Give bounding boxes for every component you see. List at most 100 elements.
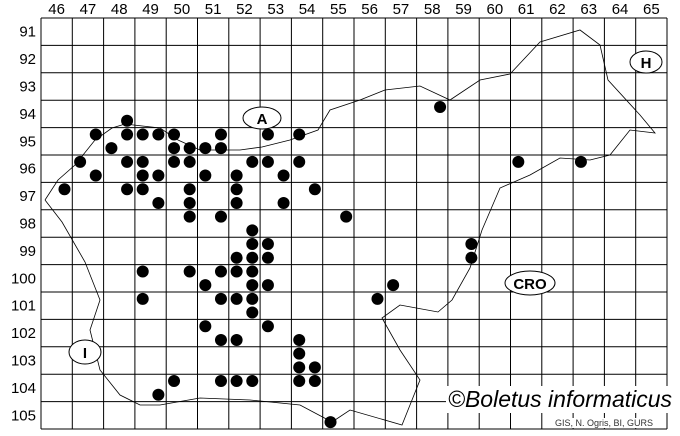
record-dot bbox=[512, 155, 525, 168]
copyright-credit: ©Boletus informaticus bbox=[446, 386, 675, 413]
row-label: 96 bbox=[19, 161, 36, 178]
row-label: 99 bbox=[19, 243, 36, 260]
record-dot bbox=[246, 251, 259, 264]
record-dot bbox=[230, 265, 243, 278]
record-dot bbox=[152, 388, 165, 401]
record-dot bbox=[199, 142, 212, 155]
column-label: 54 bbox=[299, 1, 316, 18]
row-label: 104 bbox=[11, 380, 36, 397]
record-dot bbox=[230, 375, 243, 388]
record-dot bbox=[293, 347, 306, 360]
column-label: 57 bbox=[393, 1, 410, 18]
record-dot bbox=[152, 169, 165, 182]
record-dot bbox=[261, 279, 274, 292]
record-dot bbox=[261, 251, 274, 264]
column-label: 64 bbox=[612, 1, 629, 18]
record-dot bbox=[261, 155, 274, 168]
record-dot bbox=[308, 183, 321, 196]
column-label: 58 bbox=[424, 1, 441, 18]
country-label-text: I bbox=[83, 345, 87, 362]
record-dot bbox=[277, 196, 290, 209]
row-label: 92 bbox=[19, 51, 36, 68]
record-dot bbox=[246, 306, 259, 319]
record-dot bbox=[465, 251, 478, 264]
record-dot bbox=[199, 169, 212, 182]
record-dot bbox=[246, 265, 259, 278]
column-label: 47 bbox=[80, 1, 97, 18]
record-dot bbox=[214, 265, 227, 278]
record-dot bbox=[230, 251, 243, 264]
record-dot bbox=[387, 279, 400, 292]
row-label: 98 bbox=[19, 216, 36, 233]
row-label: 95 bbox=[19, 133, 36, 150]
country-label-text: H bbox=[641, 55, 652, 72]
record-dot bbox=[136, 292, 149, 305]
country-label-croatia: CRO bbox=[504, 270, 556, 296]
record-dot bbox=[308, 375, 321, 388]
row-label: 102 bbox=[11, 325, 36, 342]
record-dot bbox=[465, 238, 478, 251]
row-label: 93 bbox=[19, 79, 36, 96]
record-dot bbox=[293, 361, 306, 374]
record-dot bbox=[89, 128, 102, 141]
record-dot bbox=[214, 210, 227, 223]
record-dot bbox=[199, 320, 212, 333]
record-dot bbox=[136, 155, 149, 168]
column-label: 59 bbox=[455, 1, 472, 18]
country-label-austria: A bbox=[242, 106, 282, 130]
record-dot bbox=[246, 238, 259, 251]
record-dot bbox=[324, 416, 337, 429]
row-labels: 91 92 93 94 95 96 97 98 99 100 101 102 103 104 105 bbox=[11, 24, 36, 425]
record-dot bbox=[277, 169, 290, 182]
row-label: 94 bbox=[19, 106, 36, 123]
record-dot bbox=[58, 183, 71, 196]
record-dot bbox=[152, 128, 165, 141]
record-dot bbox=[246, 279, 259, 292]
record-dot bbox=[214, 142, 227, 155]
record-dot bbox=[121, 128, 134, 141]
row-label: 103 bbox=[11, 353, 36, 370]
record-dot bbox=[214, 375, 227, 388]
record-dot bbox=[261, 320, 274, 333]
record-dot bbox=[246, 224, 259, 237]
record-dot bbox=[246, 375, 259, 388]
column-label: 48 bbox=[111, 1, 128, 18]
record-dot bbox=[261, 128, 274, 141]
row-label: 105 bbox=[11, 407, 36, 424]
column-label: 50 bbox=[174, 1, 191, 18]
record-dot bbox=[293, 333, 306, 346]
column-labels: 46 47 48 49 50 51 52 53 54 55 56 57 58 59 60 61 62 63 64 65 bbox=[48, 1, 659, 18]
country-label-text: CRO bbox=[513, 276, 547, 293]
record-dot bbox=[261, 238, 274, 251]
record-dot bbox=[230, 183, 243, 196]
column-label: 61 bbox=[518, 1, 535, 18]
column-label: 46 bbox=[48, 1, 65, 18]
column-label: 53 bbox=[267, 1, 284, 18]
record-dot bbox=[199, 279, 212, 292]
record-dots bbox=[58, 101, 587, 429]
record-dot bbox=[168, 128, 181, 141]
country-label-hungary: H bbox=[629, 50, 663, 74]
record-dot bbox=[121, 183, 134, 196]
country-border bbox=[44, 29, 656, 426]
record-dot bbox=[183, 196, 196, 209]
record-dot bbox=[183, 265, 196, 278]
country-label-italy: I bbox=[68, 339, 102, 365]
record-dot bbox=[183, 155, 196, 168]
record-dot bbox=[214, 292, 227, 305]
record-dot bbox=[434, 101, 447, 114]
column-label: 49 bbox=[142, 1, 159, 18]
record-dot bbox=[246, 155, 259, 168]
record-dot bbox=[293, 155, 306, 168]
row-label: 97 bbox=[19, 188, 36, 205]
record-dot bbox=[340, 210, 353, 223]
record-dot bbox=[168, 375, 181, 388]
record-dot bbox=[246, 292, 259, 305]
row-label: 91 bbox=[19, 24, 36, 41]
record-dot bbox=[168, 142, 181, 155]
row-label: 101 bbox=[11, 298, 36, 315]
record-dot bbox=[230, 333, 243, 346]
column-label: 60 bbox=[487, 1, 504, 18]
column-label: 63 bbox=[580, 1, 597, 18]
record-dot bbox=[230, 169, 243, 182]
